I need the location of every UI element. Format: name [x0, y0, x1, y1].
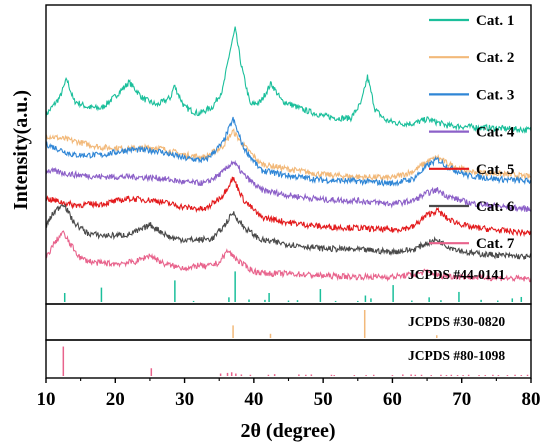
series-line-cat-4 [45, 159, 532, 213]
x-tick-label-40: 40 [244, 389, 263, 410]
legend-label-cat-6: Cat. 6 [476, 199, 515, 215]
series-line-cat-1 [45, 26, 532, 135]
ref-label-1: JCPDS #44-0141 [408, 267, 505, 282]
x-tick-label-50: 50 [314, 389, 333, 410]
ref-label-2: JCPDS #30-0820 [408, 314, 505, 329]
y-axis-title: Intensity(a.u.) [10, 90, 32, 210]
x-tick-label-10: 10 [37, 389, 56, 410]
x-tick-label-80: 80 [522, 389, 541, 410]
x-axis-ticks: 10 20 30 40 50 60 70 80 [37, 378, 541, 410]
legend-label-cat-1: Cat. 1 [476, 13, 514, 29]
legend-label-cat-2: Cat. 2 [476, 50, 514, 66]
legend-label-cat-7: Cat. 7 [476, 236, 515, 252]
x-axis-title: 2θ (degree) [240, 420, 335, 442]
legend-label-cat-4: Cat. 4 [476, 125, 515, 141]
series-line-cat-5 [45, 176, 532, 238]
x-tick-label-70: 70 [452, 389, 471, 410]
x-tick-label-30: 30 [175, 389, 194, 410]
legend-label-cat-5: Cat. 5 [476, 162, 514, 178]
reference-patterns: JCPDS #44-0141 JCPDS #30-0820 JCPDS #80-10… [62, 267, 529, 376]
x-tick-label-60: 60 [383, 389, 402, 410]
legend: Cat. 1 Cat. 2 Cat. 3 Cat. 4 Cat. 5 Cat. 6 Cat.… [429, 13, 515, 252]
series-line-cat-6 [45, 203, 532, 260]
ref-label-3: JCPDS #80-1098 [408, 348, 505, 363]
legend-label-cat-3: Cat. 3 [476, 87, 514, 103]
xrd-curves [45, 26, 532, 283]
x-tick-label-20: 20 [106, 389, 125, 410]
series-line-cat-7 [45, 230, 532, 283]
